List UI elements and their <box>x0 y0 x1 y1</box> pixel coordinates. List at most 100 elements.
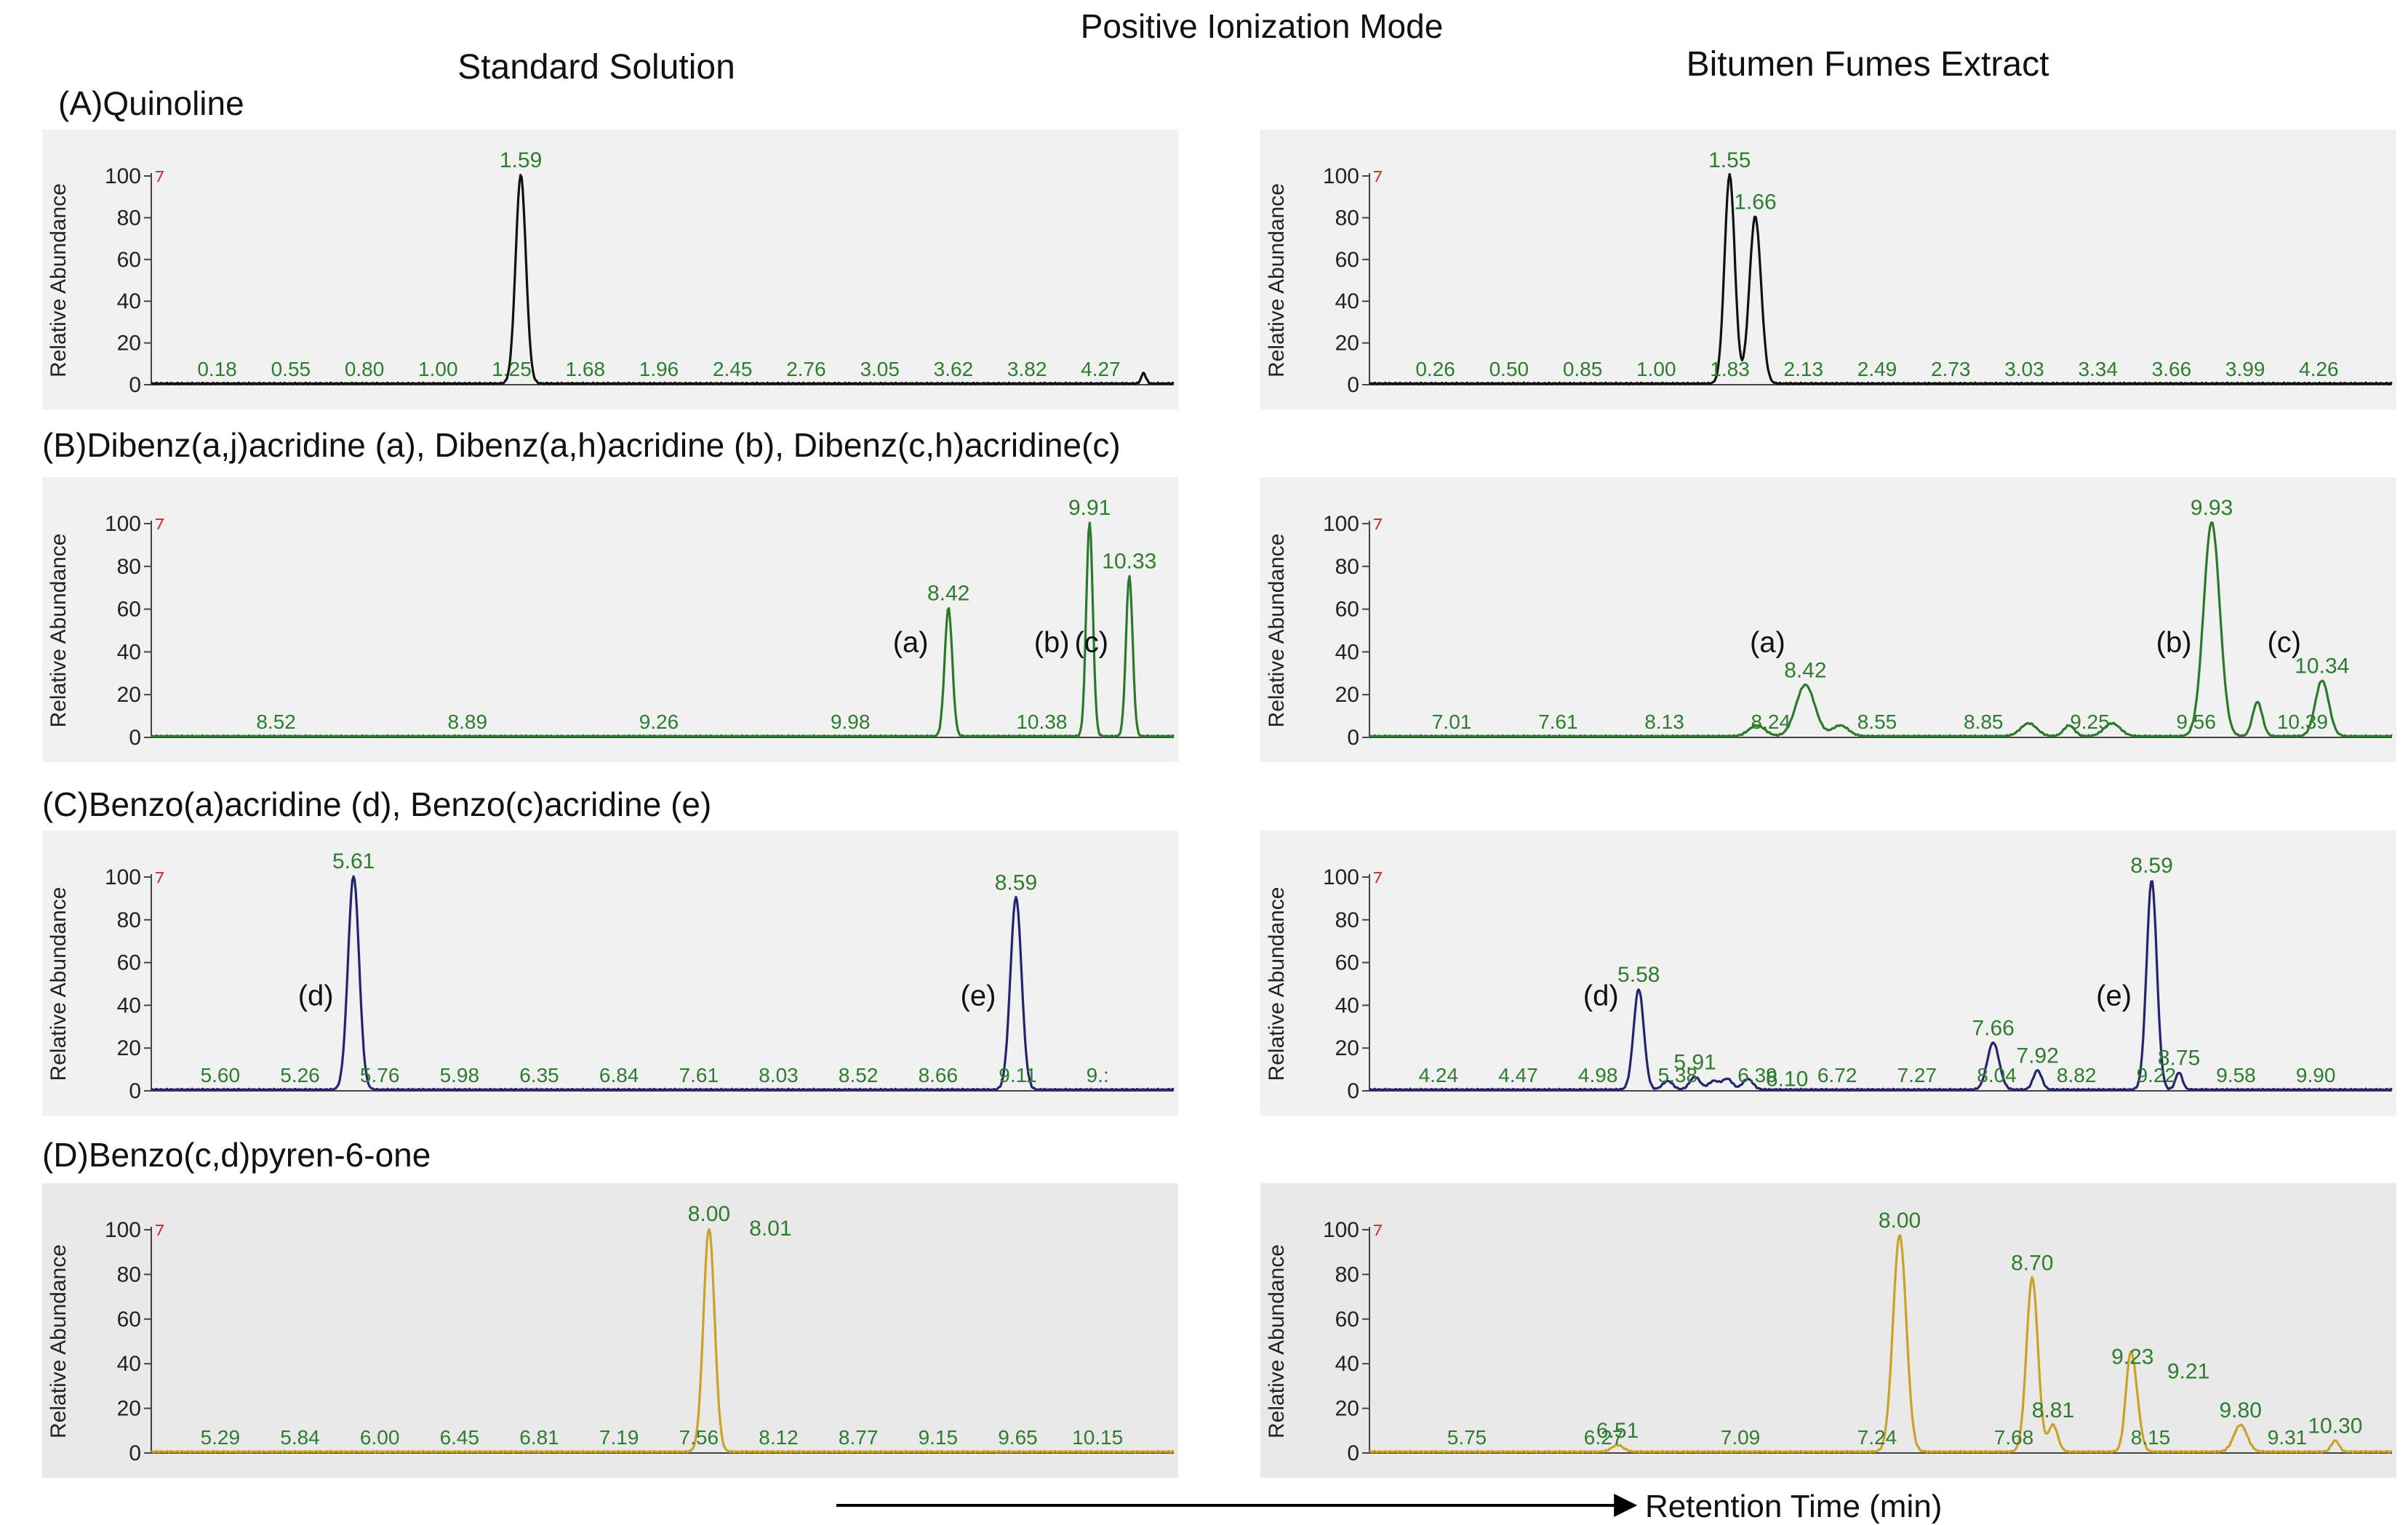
compound-label: (b) <box>1034 626 1070 658</box>
y-axis-label: Relative Abundance <box>1265 183 1289 377</box>
rt-annotation: 9.56 <box>2176 711 2216 733</box>
peak-label: 1.59 <box>500 148 542 172</box>
y-tick-label: 40 <box>1335 289 1359 313</box>
rt-annotation: 0.26 <box>1415 358 1455 380</box>
rt-annotation: 2.73 <box>1931 358 1971 380</box>
y-tick-label: 40 <box>117 993 141 1017</box>
rt-annotation: 9.90 <box>2296 1064 2336 1086</box>
rt-annotation: 1.00 <box>1636 358 1676 380</box>
rt-annotation: 1.96 <box>639 358 679 380</box>
rt-annotation: 6.39 <box>1737 1064 1777 1086</box>
peak-label: 5.61 <box>332 849 375 873</box>
rt-annotation: 6.81 <box>519 1426 559 1449</box>
peak-label: 8.81 <box>2032 1398 2074 1422</box>
rt-annotation: 9.15 <box>919 1426 959 1449</box>
chromatogram-trace <box>1369 521 2393 738</box>
peak-label: 8.75 <box>2158 1046 2200 1070</box>
rt-annotation: 8.13 <box>1644 711 1684 733</box>
compound-label: (c) <box>1074 626 1108 658</box>
y-tick-label: 80 <box>117 555 141 579</box>
rt-annotation: 8.24 <box>1751 711 1791 733</box>
rt-annotation: 6.27 <box>1584 1426 1624 1449</box>
compound-label: (e) <box>2096 980 2132 1012</box>
retention-time-axis-label: Retention Time (min) <box>1645 1489 1942 1524</box>
chromatogram-trace <box>1369 880 2393 1092</box>
rt-annotation: 8.66 <box>919 1064 959 1086</box>
y-tick-label: 80 <box>117 206 141 230</box>
peak-label: 7.92 <box>2016 1044 2058 1068</box>
panel-background <box>42 129 1178 409</box>
rt-annotation: 1.25 <box>492 358 532 380</box>
rt-annotation: 4.98 <box>1578 1064 1618 1086</box>
rt-annotation: 10.38 <box>1016 711 1067 733</box>
row-title-a: (A)Quinoline <box>58 84 244 122</box>
row-title-d: (D)Benzo(c,d)pyren-6-one <box>42 1136 431 1174</box>
rt-annotation: 3.82 <box>1007 358 1047 380</box>
rt-annotation: 4.27 <box>1081 358 1121 380</box>
y-tick-label: 60 <box>1335 248 1359 272</box>
rt-annotation: 8.12 <box>759 1426 799 1449</box>
rt-annotation: 0.55 <box>271 358 311 380</box>
scale-marker-icon <box>1374 872 1383 884</box>
y-tick-label: 60 <box>117 248 141 272</box>
peak-label: 1.66 <box>1734 190 1776 214</box>
peak-label: 6.51 <box>1596 1419 1639 1443</box>
y-tick-label: 60 <box>117 1308 141 1332</box>
compound-label: (d) <box>1583 980 1619 1012</box>
rt-annotation: 6.84 <box>599 1064 639 1086</box>
chromatogram-panel-A-std: Relative Abundance 0 20 40 60 80 100 1.59 0.18 0.… <box>42 129 1178 409</box>
compound-label: (b) <box>2156 626 2192 658</box>
rt-annotation: 6.72 <box>1817 1064 1857 1086</box>
y-tick-label: 60 <box>117 598 141 622</box>
peak-label: 1.55 <box>1708 148 1751 172</box>
y-tick-label: 20 <box>117 1036 141 1060</box>
rt-annotation: 5.60 <box>201 1064 241 1086</box>
y-tick-label: 20 <box>1335 332 1359 356</box>
y-tick-label: 20 <box>1335 1036 1359 1060</box>
panel-background <box>42 830 1178 1116</box>
y-tick-label: 0 <box>129 726 141 750</box>
rt-annotation: 5.26 <box>280 1064 320 1086</box>
chromatogram-trace <box>1369 1234 2393 1454</box>
peak-label: 5.58 <box>1617 963 1660 987</box>
rt-annotation: 9.11 <box>999 1064 1036 1086</box>
rt-annotation: 7.61 <box>679 1064 719 1086</box>
rt-annotation: 2.76 <box>786 358 826 380</box>
chromatogram-trace <box>1369 172 2393 385</box>
chromatogram-trace <box>151 875 1175 1092</box>
rt-annotation: 5.84 <box>280 1426 320 1449</box>
y-tick-label: 100 <box>105 1218 141 1242</box>
panel-background <box>1260 830 2396 1116</box>
peak-label: 9.91 <box>1068 496 1111 520</box>
y-tick-label: 60 <box>117 951 141 975</box>
chromatogram-panel-D-std: Relative Abundance 0 20 40 60 80 100 8.00 8.01 5.… <box>42 1183 1178 1478</box>
rt-annotation: 8.03 <box>759 1064 799 1086</box>
compound-label: (d) <box>298 980 334 1012</box>
rt-annotation: 5.98 <box>440 1064 480 1086</box>
y-axis-label: Relative Abundance <box>47 1244 71 1438</box>
chromatogram-panel-D-bit: Relative Abundance 0 20 40 60 80 100 8.00 8.70 9.… <box>1260 1183 2396 1478</box>
rt-annotation: 10.39 <box>2277 711 2328 733</box>
y-tick-label: 80 <box>117 1262 141 1286</box>
rt-annotation: 7.01 <box>1432 711 1472 733</box>
y-tick-label: 20 <box>117 683 141 707</box>
figure-title: Positive Ionization Mode <box>1081 7 1444 45</box>
panel-background <box>1260 1183 2396 1478</box>
rt-annotation: 6.45 <box>440 1426 480 1449</box>
compound-label: (e) <box>961 980 996 1012</box>
scale-marker-icon <box>1374 1225 1383 1236</box>
y-tick-label: 80 <box>1335 555 1359 579</box>
y-tick-label: 100 <box>1323 1218 1359 1242</box>
rt-annotation: 4.26 <box>2299 358 2339 380</box>
rt-annotation: 8.15 <box>2131 1426 2171 1449</box>
rt-annotation: 8.85 <box>1964 711 2004 733</box>
rt-annotation: 4.47 <box>1498 1064 1538 1086</box>
rt-annotation: 5.38 <box>1658 1064 1698 1086</box>
rt-annotation: 6.00 <box>360 1426 400 1449</box>
rt-annotation: 6.35 <box>519 1064 559 1086</box>
y-tick-label: 20 <box>117 1397 141 1421</box>
panel-background <box>1260 129 2396 409</box>
y-tick-label: 20 <box>117 332 141 356</box>
rt-annotation: 8.77 <box>839 1426 879 1449</box>
rt-annotation: 3.34 <box>2078 358 2118 380</box>
